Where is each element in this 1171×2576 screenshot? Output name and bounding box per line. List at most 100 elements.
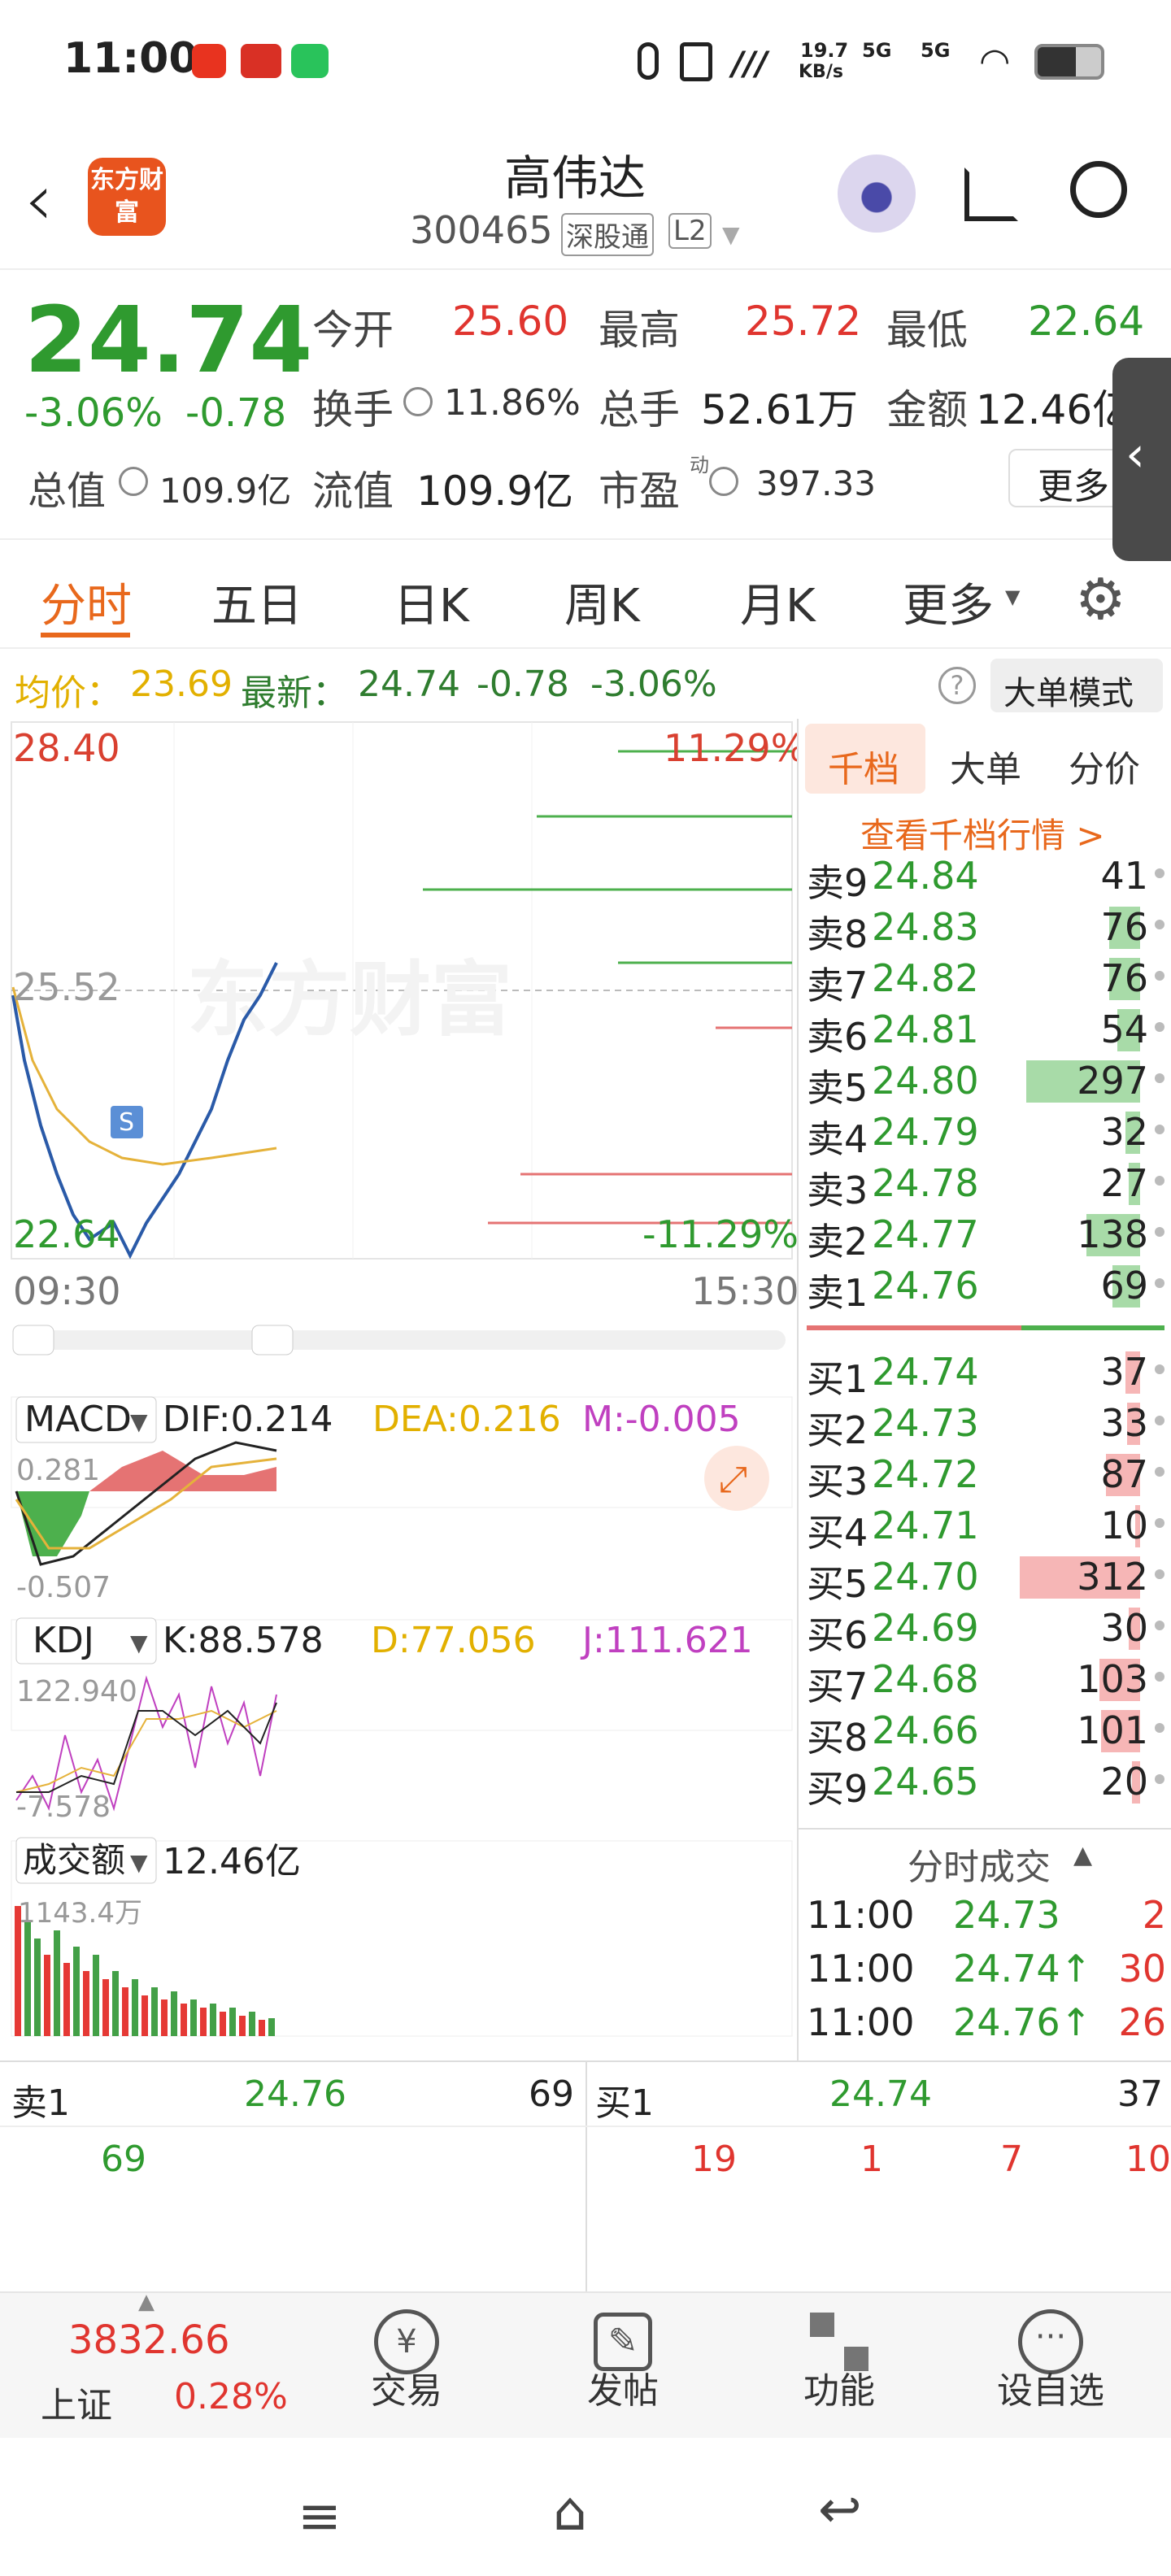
post-button[interactable]: 发帖	[587, 2370, 659, 2412]
chevron-down-icon[interactable]: ▼	[722, 221, 740, 248]
bid-volume-bar	[1125, 1351, 1140, 1394]
signal-1-icon: 5G	[862, 39, 892, 62]
help-icon[interactable]: ?	[938, 667, 976, 704]
ask-row[interactable]: 卖6 24.81 54	[799, 1004, 1171, 1059]
side-panel-toggle-icon[interactable]: ‹	[1112, 358, 1171, 561]
event-marker-icon[interactable]	[111, 1106, 143, 1138]
macd-selector[interactable]	[15, 1396, 157, 1443]
best-quote-strip: 卖1 24.76 69 买1 24.74 37 69 19 1 7 10	[0, 2060, 1171, 2291]
bid-row[interactable]: 买4 24.71 10	[799, 1500, 1171, 1555]
menu-icon[interactable]: ≡	[298, 2487, 342, 2547]
price-axis-mid: 25.52	[13, 965, 120, 1009]
volume-selector[interactable]	[15, 1837, 157, 1884]
info-icon[interactable]	[403, 387, 433, 416]
chevron-down-icon[interactable]: ▼	[1005, 585, 1021, 608]
ask-volume: 32	[1100, 1110, 1148, 1154]
change-amount: -0.78	[185, 390, 287, 436]
big-order-mode-button[interactable]: 大单模式	[990, 659, 1163, 712]
info-icon[interactable]	[119, 467, 148, 496]
ai-assistant-icon[interactable]	[838, 154, 916, 233]
more-button[interactable]: 更多	[1008, 449, 1138, 507]
ask-row[interactable]: 卖3 24.78 27	[799, 1158, 1171, 1212]
chevron-down-icon[interactable]: ▼	[130, 1630, 148, 1656]
view-depth-link[interactable]: 查看千档行情 >	[860, 816, 1105, 855]
order-dot-icon	[1155, 1416, 1164, 1425]
index-value[interactable]: 3832.66	[68, 2317, 230, 2363]
trade-button[interactable]: 交易	[371, 2370, 442, 2412]
search-icon[interactable]	[1070, 161, 1127, 218]
mic-icon	[638, 42, 659, 80]
avg-price-label: 均价：	[15, 672, 122, 714]
bid-row[interactable]: 买5 24.70 312	[799, 1551, 1171, 1606]
tab-daily-k[interactable]: 日K	[394, 580, 469, 633]
pct-axis-top: 11.29%	[664, 726, 797, 770]
back-icon[interactable]: ‹	[24, 158, 54, 242]
order-dot-icon	[1155, 1364, 1164, 1374]
ask-row[interactable]: 卖8 24.83 76	[799, 902, 1171, 956]
stock-app-icon	[241, 44, 281, 78]
bid-row[interactable]: 买1 24.74 37	[799, 1347, 1171, 1401]
home-icon[interactable]: ⌂	[553, 2480, 587, 2543]
settings-gear-icon[interactable]: ⚙	[1075, 566, 1126, 633]
float-cap-value: 109.9亿	[416, 468, 574, 515]
slider-handle-left[interactable]	[12, 1325, 54, 1355]
tab-monthly-k[interactable]: 月K	[740, 580, 816, 633]
tab-price-distribution[interactable]: 分价	[1069, 749, 1140, 790]
ask-row[interactable]: 卖1 24.76 69	[799, 1260, 1171, 1315]
share-icon[interactable]	[964, 168, 1018, 221]
chevron-up-icon[interactable]: ▲	[138, 2290, 155, 2314]
tab-five-day[interactable]: 五日	[211, 580, 303, 633]
event-marker-label: S	[119, 1108, 134, 1137]
turnover-label: 换手	[312, 386, 394, 433]
tab-more[interactable]: 更多	[903, 580, 994, 633]
chart-svg[interactable]: 东方财富 S 28.40 11.29% 25.52 22.64 -11.29% …	[0, 719, 806, 2060]
post-edit-icon[interactable]: ✎	[594, 2313, 652, 2371]
bid-volume-bar	[1127, 1403, 1140, 1445]
tab-depth-1000[interactable]: 千档	[805, 724, 925, 794]
add-watchlist-icon[interactable]: ···	[1018, 2309, 1083, 2374]
ask-row[interactable]: 卖4 24.79 32	[799, 1107, 1171, 1161]
ask-row[interactable]: 卖5 24.80 297	[799, 1055, 1171, 1110]
bid-row[interactable]: 买6 24.69 30	[799, 1603, 1171, 1657]
add-watchlist-button[interactable]: 设自选	[997, 2370, 1104, 2412]
trade-icon[interactable]: ¥	[374, 2309, 439, 2374]
bid-row[interactable]: 买9 24.65 20	[799, 1756, 1171, 1811]
level2-badge[interactable]: L2	[668, 213, 712, 249]
bid-row[interactable]: 买2 24.73 33	[799, 1398, 1171, 1452]
tab-weekly-k[interactable]: 周K	[564, 580, 640, 633]
index-name[interactable]: 上证	[41, 2385, 112, 2426]
system-nav-bar: ≡ ⌂ ↩	[0, 2438, 1171, 2576]
tab-intraday[interactable]: 分时	[41, 580, 132, 633]
open-value: 25.60	[452, 298, 569, 345]
bid-row[interactable]: 买8 24.66 101	[799, 1705, 1171, 1760]
chevron-down-icon[interactable]: ▼	[130, 1408, 148, 1435]
order-dot-icon	[1155, 1125, 1164, 1134]
trade-price: 24.74↑	[953, 1947, 1092, 1991]
ask-row[interactable]: 卖9 24.84 41	[799, 851, 1171, 905]
buy-queue-item: 10	[1125, 2139, 1171, 2180]
ask-level-label: 卖3	[807, 1168, 868, 1212]
chevron-down-icon[interactable]: ▼	[130, 1849, 148, 1876]
bid-row[interactable]: 买7 24.68 103	[799, 1654, 1171, 1708]
back-nav-icon[interactable]: ↩	[818, 2480, 862, 2540]
bid-row[interactable]: 买3 24.72 87	[799, 1449, 1171, 1503]
bid-volume: 87	[1100, 1452, 1148, 1496]
market-cap-label: 总值	[28, 468, 107, 514]
tab-big-order[interactable]: 大单	[950, 749, 1021, 790]
expand-chart-icon[interactable]	[704, 1446, 769, 1511]
functions-grid-icon[interactable]	[810, 2313, 868, 2371]
index-pct[interactable]: 0.28%	[174, 2376, 288, 2417]
info-icon[interactable]	[709, 467, 738, 496]
expand-arrows-icon[interactable]: ⤢	[719, 1459, 747, 1500]
eastmoney-logo[interactable]: 东方财富	[88, 158, 166, 236]
ask-volume-bar	[1125, 1112, 1140, 1154]
trades-title[interactable]: 分时成交	[908, 1847, 1051, 1888]
chevron-up-icon[interactable]: ▲	[1073, 1841, 1093, 1869]
time-range-slider[interactable]	[13, 1330, 786, 1350]
ask-row[interactable]: 卖7 24.82 76	[799, 953, 1171, 1007]
kdj-selector[interactable]	[15, 1617, 157, 1664]
slider-handle-right[interactable]	[251, 1325, 294, 1355]
functions-button[interactable]: 功能	[803, 2370, 875, 2412]
battery-icon	[1034, 44, 1104, 80]
ask-row[interactable]: 卖2 24.77 138	[799, 1209, 1171, 1264]
